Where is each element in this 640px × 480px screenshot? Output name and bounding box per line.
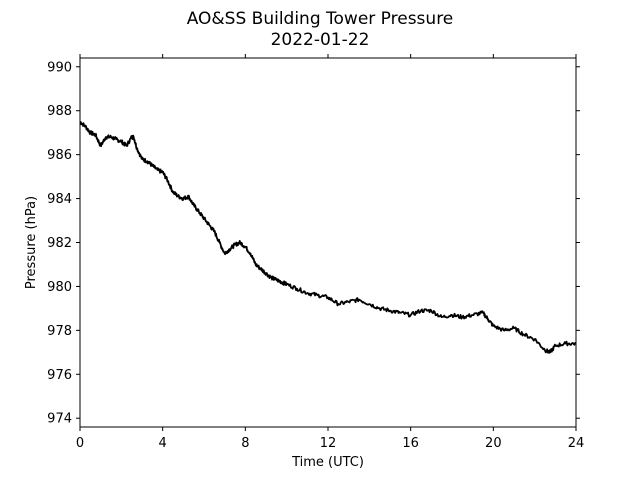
x-tick-label: 12 bbox=[320, 436, 337, 451]
y-tick-label: 990 bbox=[47, 60, 72, 75]
y-tick-label: 982 bbox=[47, 236, 72, 251]
series-layer bbox=[79, 121, 577, 354]
y-tick-label: 974 bbox=[47, 412, 72, 427]
x-axis: 0 4 8 12 16 20 24 bbox=[76, 54, 584, 451]
chart-subtitle: 2022-01-22 bbox=[271, 30, 370, 50]
y-tick-label: 978 bbox=[47, 324, 72, 339]
y-axis: 974 976 978 980 982 984 986 988 990 bbox=[47, 60, 580, 427]
x-tick-label: 24 bbox=[568, 436, 585, 451]
y-tick-label: 980 bbox=[47, 280, 72, 295]
x-tick-label: 4 bbox=[159, 436, 167, 451]
y-tick-label: 976 bbox=[47, 368, 72, 383]
x-axis-label: Time (UTC) bbox=[291, 455, 364, 470]
x-tick-label: 16 bbox=[402, 436, 419, 451]
y-tick-label: 984 bbox=[47, 192, 72, 207]
plot-area bbox=[79, 57, 577, 428]
x-tick-label: 20 bbox=[485, 436, 502, 451]
chart-title: AO&SS Building Tower Pressure bbox=[187, 9, 454, 29]
x-tick-label: 0 bbox=[76, 436, 84, 451]
x-tick-label: 8 bbox=[241, 436, 249, 451]
y-axis-label: Pressure (hPa) bbox=[24, 196, 39, 289]
y-tick-label: 986 bbox=[47, 148, 72, 163]
pressure-series-line bbox=[79, 121, 577, 354]
y-tick-label: 988 bbox=[47, 104, 72, 119]
